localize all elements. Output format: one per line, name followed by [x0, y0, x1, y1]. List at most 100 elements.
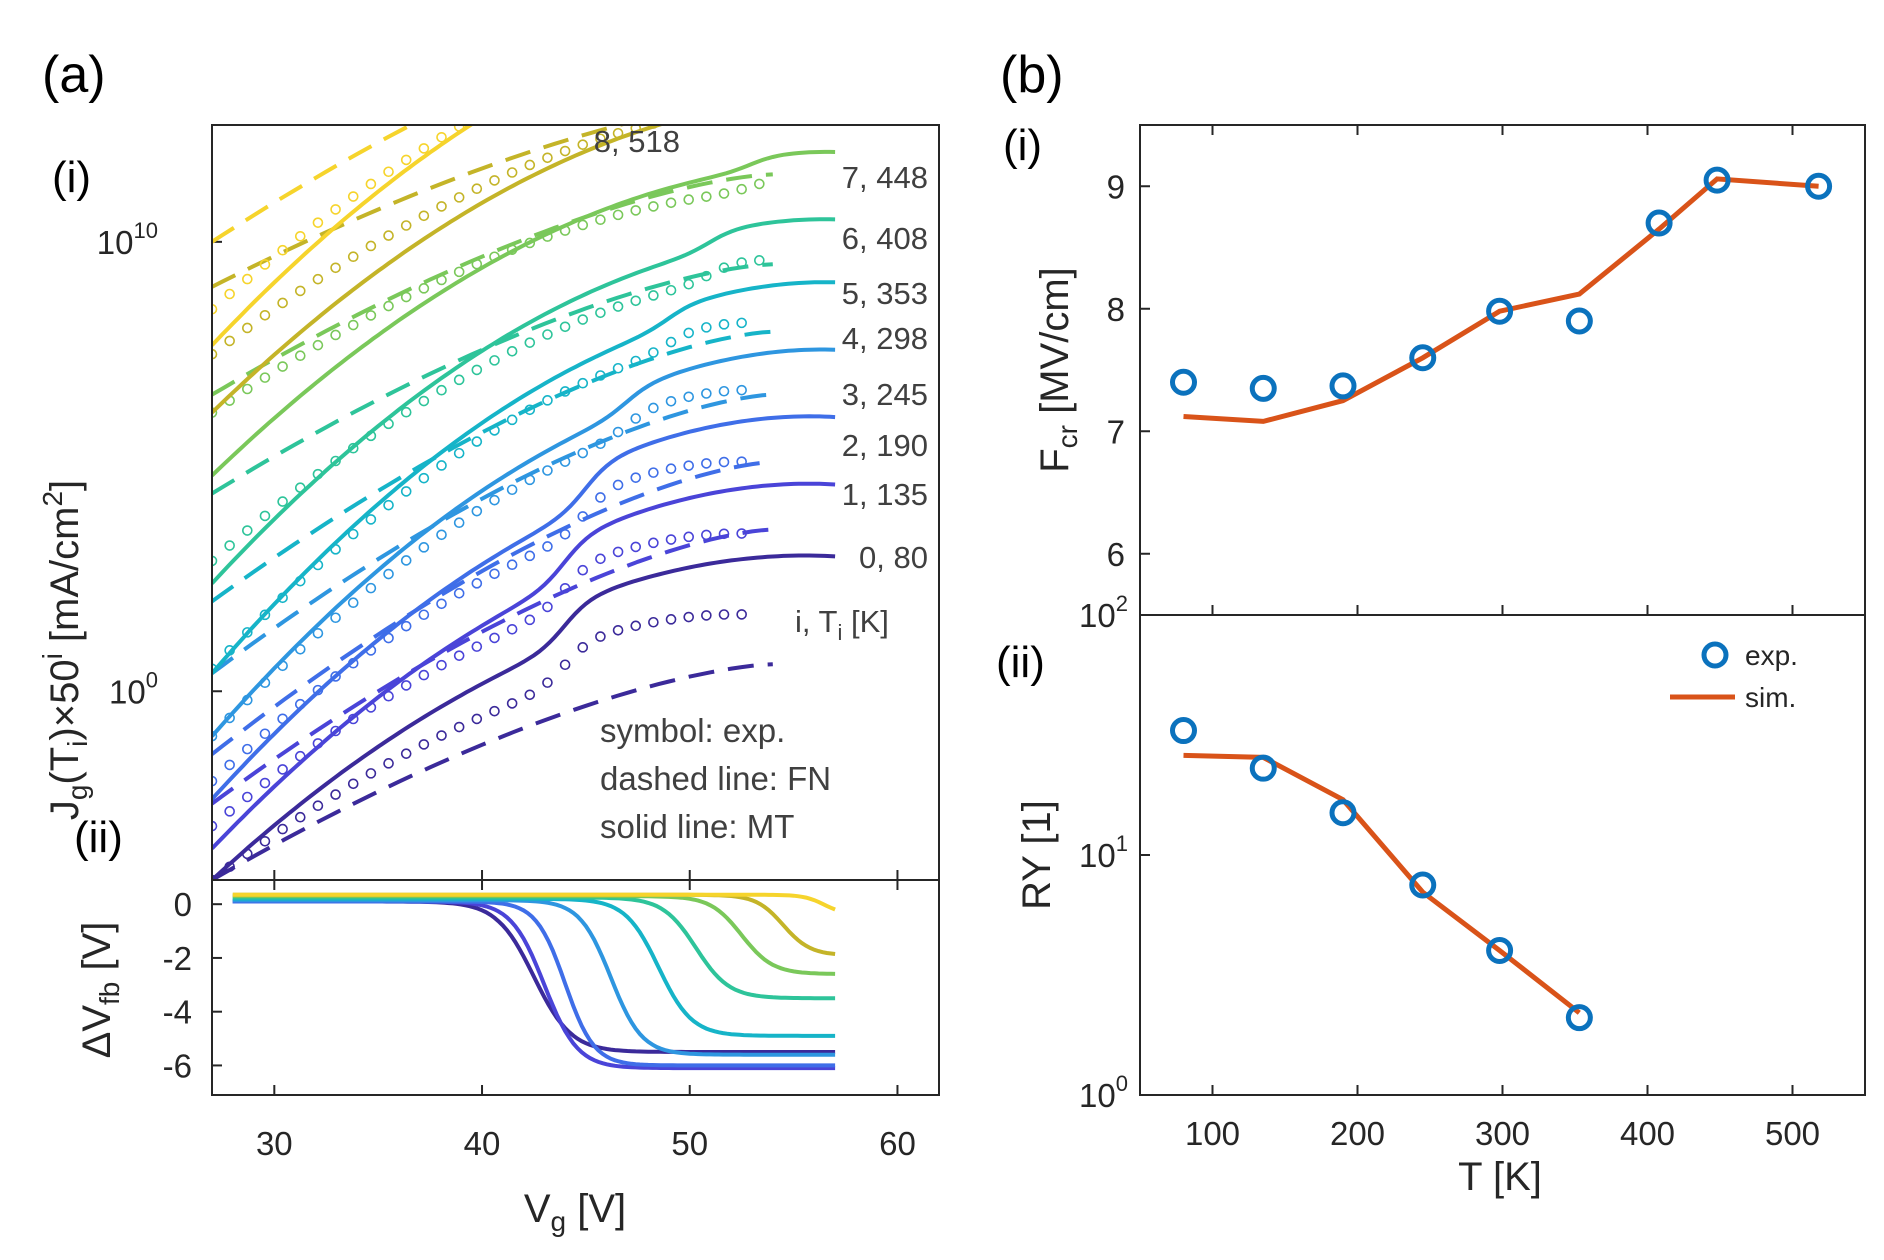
- exp-point-8: [755, 4, 764, 13]
- curve-label-2: 2, 190: [842, 428, 928, 463]
- exp-point-0: [595, 631, 606, 642]
- exp-point-8: [720, 10, 729, 19]
- exp-point-5: [612, 301, 624, 312]
- exp-point-6: [577, 219, 589, 231]
- exp-point-5: [524, 337, 536, 348]
- exp-point-5: [400, 406, 412, 418]
- exp-point-4: [347, 528, 359, 540]
- exp-point-1: [383, 690, 394, 702]
- exp-point-7: [453, 192, 465, 203]
- exp-point-3: [701, 388, 712, 399]
- exp-point-5: [418, 395, 430, 407]
- exp-point-0: [294, 811, 306, 823]
- exp-point-4: [400, 486, 412, 497]
- exp-point-4: [612, 362, 624, 374]
- chart-b-i: 6 7 8 9 Fcr [MV/cm]: [1033, 124, 1866, 616]
- exp-point-8: [383, 166, 394, 178]
- exp-point-2: [277, 713, 288, 725]
- exp-point-8: [418, 143, 430, 154]
- exp-point-4: [418, 472, 430, 484]
- exp-point-3: [383, 568, 394, 580]
- ry-exp-point: [1329, 799, 1357, 827]
- exp-point-1: [453, 650, 465, 661]
- exp-point-6: [294, 350, 306, 362]
- exp-point-0: [506, 698, 518, 709]
- exp-point-2: [595, 492, 606, 503]
- b-i-ytick-label: 7: [1107, 413, 1125, 450]
- exp-point-1: [400, 680, 412, 691]
- exp-point-4: [259, 609, 271, 621]
- exp-point-2: [418, 609, 430, 621]
- exp-point-4: [453, 447, 465, 459]
- exp-point-0: [259, 835, 271, 847]
- fcr-sim-line: [1183, 176, 1819, 424]
- exp-point-2: [330, 671, 341, 682]
- exp-point-8: [578, 58, 587, 67]
- exp-point-8: [808, 0, 817, 4]
- exp-point-6: [383, 300, 394, 312]
- exp-point-4: [577, 377, 589, 389]
- exp-point-3: [312, 627, 324, 639]
- exp-point-3: [418, 542, 430, 553]
- exp-point-0: [383, 758, 394, 769]
- a-i-curve-labels: 0, 80 1, 135 2, 190 3, 245 4, 298 5, 353 6, 40…: [594, 124, 928, 575]
- exp-point-8: [737, 7, 746, 16]
- exp-point-4: [365, 514, 377, 525]
- a-ii-curves: [232, 892, 836, 1071]
- exp-point-6: [612, 209, 624, 221]
- exp-point-7: [277, 297, 288, 309]
- exp-point-1: [648, 537, 659, 549]
- fcr-exp-point: [1703, 166, 1731, 194]
- ry-exp-point: [1409, 871, 1437, 899]
- exp-point-4: [312, 559, 324, 571]
- a-ii-ytick-label: 0: [174, 886, 192, 923]
- exp-point-2: [347, 657, 359, 669]
- fn-line-8: [212, 125, 416, 244]
- exp-point-6: [277, 361, 288, 372]
- exp-point-6: [665, 197, 677, 209]
- exp-point-6: [418, 283, 430, 294]
- fcr-exp-point: [1486, 297, 1514, 325]
- chart-a-i: 1010 100 0, 80 1, 135 2, 190 3, 245 4, 298 5, …: [37, 0, 940, 881]
- fn-line-3: [212, 392, 773, 675]
- exp-point-1: [242, 791, 253, 803]
- exp-point-8: [561, 66, 570, 75]
- exp-point-8: [294, 230, 306, 242]
- b-ii-xtick-label: 200: [1330, 1115, 1385, 1152]
- exp-point-8: [631, 36, 640, 45]
- exp-point-7: [506, 167, 518, 178]
- exp-point-3: [542, 465, 553, 476]
- exp-point-0: [312, 800, 324, 812]
- exp-point-5: [453, 374, 465, 386]
- exp-point-5: [683, 278, 695, 290]
- chart-a-ii: 0 -2 -4 -6 30 40 50 60 ΔVfb [V] Vg [V]: [75, 879, 940, 1237]
- mt-line-6: [212, 149, 836, 477]
- exp-point-0: [524, 689, 536, 701]
- exp-point-8: [490, 102, 499, 111]
- exp-point-3: [365, 582, 377, 594]
- exp-point-1: [224, 806, 235, 817]
- exp-point-0: [542, 677, 553, 688]
- exp-point-4: [524, 404, 536, 416]
- exp-point-5: [294, 482, 306, 493]
- exp-point-3: [665, 395, 677, 407]
- exp-point-0: [365, 768, 377, 779]
- exp-point-8: [472, 112, 481, 121]
- exp-point-5: [506, 346, 518, 357]
- exp-point-1: [630, 541, 642, 553]
- exp-point-1: [277, 764, 288, 775]
- exp-point-5: [365, 430, 377, 442]
- fn-line-6: [212, 172, 773, 397]
- a-ii-ytick-label: -4: [163, 994, 192, 1031]
- b-i-ylabel: Fcr [MV/cm]: [1033, 267, 1083, 473]
- exp-point-1: [347, 713, 359, 725]
- b-ii-ytick-label: 100: [1079, 1071, 1128, 1114]
- note-symbol: symbol: exp.: [600, 712, 785, 749]
- exp-point-7: [559, 145, 571, 157]
- exp-point-5: [489, 355, 500, 366]
- exp-point-5: [718, 262, 730, 273]
- exp-point-7: [312, 273, 324, 285]
- exp-point-2: [259, 728, 271, 740]
- exp-point-7: [242, 322, 253, 334]
- exp-point-2: [312, 684, 324, 696]
